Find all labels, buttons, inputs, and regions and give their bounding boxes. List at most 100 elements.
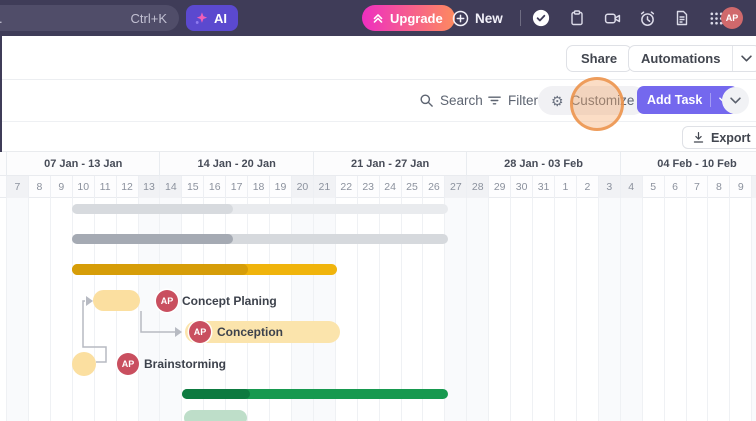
gantt-grid-column	[334, 198, 357, 421]
ai-button[interactable]: AI	[186, 5, 238, 31]
gantt-grid-column	[181, 198, 203, 421]
brainstorming-bar[interactable]	[71, 352, 96, 376]
toolbar-row: Search Filter ⚙ Customize Add Task	[0, 80, 756, 122]
gantt-day-label: 22	[334, 176, 357, 198]
gantt-grid-column	[356, 198, 379, 421]
gantt-grid-column	[400, 198, 423, 421]
gantt-day-label: 4	[619, 176, 642, 198]
document-icon-button[interactable]	[673, 9, 691, 27]
gantt-day-label: 7	[685, 176, 708, 198]
customize-button[interactable]: ⚙ Customize	[538, 86, 648, 115]
gantt-day-label: 8	[707, 176, 729, 198]
share-button[interactable]: Share	[566, 45, 633, 72]
group-bar-yellow[interactable]	[71, 264, 337, 275]
assignee-avatar[interactable]: AP	[189, 321, 211, 343]
gantt-day-label: 6	[663, 176, 686, 198]
video-icon	[604, 13, 620, 23]
gantt-week-header: 04 Feb - 10 Feb	[619, 152, 756, 176]
download-icon	[692, 131, 705, 144]
gantt-day-label: 11	[93, 176, 116, 198]
gantt-week-header: 21 Jan - 27 Jan	[312, 152, 466, 176]
automations-label: Automations	[641, 51, 721, 66]
task-bar-mint-partial[interactable]	[183, 410, 248, 421]
gantt-week-header: 14 Jan - 20 Jan	[159, 152, 312, 176]
gantt-grid-column	[269, 198, 291, 421]
assignee-avatar[interactable]: AP	[156, 290, 178, 312]
customize-label: Customize	[570, 93, 635, 108]
collapse-toolbar-button[interactable]	[722, 87, 749, 114]
check-circle-icon-button[interactable]	[532, 9, 550, 27]
gantt-grid-column	[6, 198, 28, 421]
export-button[interactable]: Export	[682, 126, 756, 149]
gantt-grid-column	[554, 198, 576, 421]
gantt-grid-column	[247, 198, 269, 421]
gantt-day-label: 9	[49, 176, 72, 198]
gantt-day-label: 10	[751, 176, 756, 198]
gantt-grid-column	[27, 198, 50, 421]
gantt-grid-column	[575, 198, 598, 421]
clipboard-icon-button[interactable]	[568, 9, 586, 27]
gantt-grid-column	[466, 198, 489, 421]
assignee-avatar[interactable]: AP	[117, 353, 139, 375]
chevron-down-icon[interactable]	[733, 46, 756, 71]
gantt-grid-column	[203, 198, 225, 421]
gantt-grid-column	[685, 198, 708, 421]
chevron-down-icon	[730, 97, 741, 104]
gantt-day-label: 14	[159, 176, 182, 198]
gantt-grid-column	[49, 198, 72, 421]
group-bar-green[interactable]	[182, 389, 448, 399]
task-label[interactable]: Brainstorming	[144, 357, 227, 371]
task-label[interactable]: Conception	[217, 325, 283, 339]
group-bar-gray[interactable]	[71, 234, 448, 244]
gantt-day-label: 5	[641, 176, 664, 198]
gantt-day-label: 13	[137, 176, 160, 198]
global-search-input[interactable]: ch... Ctrl+K	[0, 5, 179, 31]
automations-button[interactable]: Automations	[628, 45, 756, 72]
gantt-grid-column	[225, 198, 247, 421]
upgrade-icon	[371, 11, 385, 25]
gantt-grid-column	[290, 198, 313, 421]
gantt-day-label: 25	[400, 176, 423, 198]
search-input-text: ch...	[0, 11, 3, 26]
gantt-day-label: 2	[575, 176, 598, 198]
search-button[interactable]: Search	[419, 93, 483, 108]
concept-planing-bar[interactable]	[93, 290, 141, 311]
gantt-grid-column	[751, 198, 756, 421]
upgrade-button[interactable]: Upgrade	[362, 5, 455, 31]
add-task-label: Add Task	[647, 93, 703, 107]
check-circle-icon	[532, 9, 550, 27]
app-grid-icon	[710, 12, 722, 24]
gantt-grid-column	[444, 198, 467, 421]
sidebar-edge	[0, 36, 2, 152]
gantt-bar-progress	[71, 234, 233, 244]
alarm-clock-icon-button[interactable]	[638, 9, 656, 27]
gantt-day-label: 26	[422, 176, 444, 198]
video-icon-button[interactable]	[603, 9, 621, 27]
gantt-grid-column	[137, 198, 160, 421]
gantt-day-label: 20	[290, 176, 313, 198]
gantt-options-row: Export	[0, 122, 756, 152]
gantt-week-header: 28 Jan - 03 Feb	[466, 152, 619, 176]
gantt-day-label: 8	[27, 176, 50, 198]
gantt-grid-column	[510, 198, 532, 421]
new-label: New	[475, 10, 503, 26]
conception-row-highlight[interactable]	[185, 321, 341, 343]
group-bar-light-gray[interactable]	[71, 204, 448, 214]
app-grid-icon-button[interactable]	[707, 9, 725, 27]
gantt-grid-column	[71, 198, 94, 421]
button-divider	[710, 93, 712, 107]
gantt-grid-column	[488, 198, 510, 421]
filter-button[interactable]: Filter	[487, 93, 538, 108]
user-avatar[interactable]: AP	[721, 7, 743, 29]
gantt-grid-column	[312, 198, 335, 421]
gantt-body: AP Concept Planing AP Conception AP Brainstor…	[0, 198, 756, 421]
add-task-button[interactable]: Add Task	[637, 86, 739, 114]
search-icon	[419, 93, 434, 108]
gantt-grid-column	[707, 198, 729, 421]
document-icon	[676, 10, 688, 26]
new-button[interactable]: New	[452, 5, 503, 31]
topbar-divider	[520, 10, 521, 26]
gantt-week-header: 07 Jan - 13 Jan	[6, 152, 159, 176]
gantt-bar-progress	[71, 204, 233, 214]
task-label[interactable]: Concept Planing	[182, 294, 277, 308]
